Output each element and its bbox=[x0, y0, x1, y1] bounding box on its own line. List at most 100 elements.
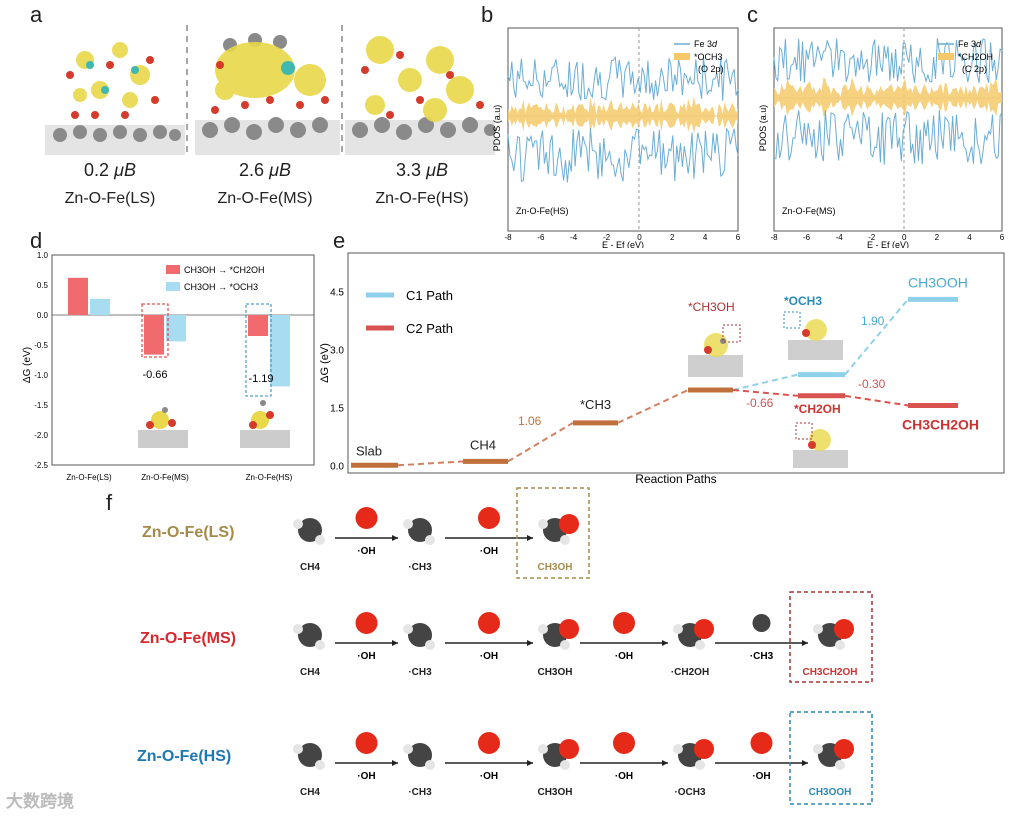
y-tick-label: 0.0 bbox=[330, 461, 344, 472]
y-tick-label: 4.5 bbox=[330, 288, 344, 299]
level-label-ch4: CH4 bbox=[470, 437, 496, 452]
pdos-fill-area-down bbox=[774, 98, 1002, 117]
arrow-head bbox=[527, 760, 533, 766]
reagent-oh bbox=[355, 507, 378, 529]
level-label-ch3: *CH3 bbox=[580, 397, 611, 412]
x-tick-label: 6 bbox=[736, 233, 741, 242]
chart-e-xlabel: Reaction Paths bbox=[635, 472, 716, 486]
pdos-fill-area-down bbox=[508, 116, 738, 134]
chart-e-frame bbox=[347, 252, 1005, 474]
species-label-ls-0: CH4 bbox=[300, 562, 320, 573]
molecule-hs-3: ·OCH3 bbox=[673, 739, 714, 798]
reagent-oh bbox=[750, 732, 773, 754]
panel-label-c: c bbox=[747, 2, 758, 27]
x-tick-label: 4 bbox=[703, 233, 708, 242]
structure-ms bbox=[195, 33, 340, 155]
step-label-c2: -0.30 bbox=[858, 377, 886, 391]
chart-c-xlabel: E - Ef (eV) bbox=[867, 240, 909, 248]
structure-ls bbox=[45, 42, 185, 155]
species-label-hs-4: CH3OOH bbox=[809, 787, 852, 798]
level-label-ch3ch2oh: CH3CH2OH bbox=[902, 416, 979, 432]
bar-ch2oh-2 bbox=[248, 315, 268, 336]
chart-b-o2p-fill bbox=[508, 96, 738, 134]
species-label-hs-1: ·CH3 bbox=[408, 787, 432, 798]
molecule-ls-1: ·CH3 bbox=[403, 518, 435, 573]
chart-e-legend-c2: C2 Path bbox=[406, 321, 453, 336]
molecule-ms-4: CH3CH2OH bbox=[802, 619, 858, 678]
x-tick-label: 0 bbox=[902, 233, 907, 242]
species-label-ms-1: ·CH3 bbox=[408, 667, 432, 678]
x-tick-label: Zn-O-Fe(LS) bbox=[66, 473, 112, 482]
arrow-head bbox=[802, 640, 808, 646]
arrow-label: ·OH bbox=[357, 771, 375, 782]
reagent-oh bbox=[355, 612, 378, 634]
reagent-oh bbox=[355, 732, 378, 754]
chart-c-legend-fe3d: Fe 3d bbox=[958, 39, 982, 49]
chart-d-ylabel: ΔG (eV) bbox=[22, 347, 33, 383]
bar-ch2oh-1 bbox=[144, 315, 164, 355]
chart-c-legend-c2p: (C 2p) bbox=[962, 64, 987, 74]
moment-hs: 3.3 μB bbox=[396, 160, 448, 180]
structure-thumb-ch2oh bbox=[793, 422, 848, 468]
chart-b-ylabel: PDOS (a.u) bbox=[492, 105, 502, 152]
x-tick-label: -8 bbox=[770, 233, 778, 242]
structure-thumb-ms bbox=[138, 407, 188, 448]
level-label-ch2oh: *CH2OH bbox=[794, 402, 841, 416]
path-connector bbox=[507, 421, 574, 463]
chart-d-frame bbox=[51, 254, 315, 466]
y-tick-label: 1.5 bbox=[330, 403, 344, 414]
chart-e-legend-c1: C1 Path bbox=[406, 288, 453, 303]
product-box-ms bbox=[789, 591, 873, 683]
pdos-spin-down-line bbox=[773, 110, 1003, 165]
step-label-ch3: 1.06 bbox=[518, 414, 542, 428]
reagent-ch3 bbox=[752, 614, 771, 632]
pdos-spin-down-line bbox=[507, 127, 739, 183]
x-tick-label: -4 bbox=[570, 233, 578, 242]
structure-thumb-hs bbox=[240, 400, 290, 448]
product-box-hs bbox=[789, 711, 873, 805]
x-tick-label: -2 bbox=[868, 233, 876, 242]
arrow-label: ·OH bbox=[357, 651, 375, 662]
y-tick-label: 3.0 bbox=[330, 345, 344, 356]
arrow-head bbox=[392, 760, 398, 766]
chart-b-legend-och3: *OCH3 bbox=[694, 52, 723, 62]
arrow-head bbox=[392, 535, 398, 541]
panel-label-a: a bbox=[30, 2, 43, 27]
chart-c-ylabel: PDOS (a.u) bbox=[758, 105, 768, 152]
chart-c-c2p-fill bbox=[774, 77, 1002, 117]
structure-label-hs: Zn-O-Fe(HS) bbox=[375, 190, 469, 207]
chart-b-legend-o2p: (O 2p) bbox=[698, 64, 724, 74]
y-tick-label: -2.0 bbox=[34, 431, 48, 440]
panel-label-f: f bbox=[106, 490, 113, 515]
highlight-box-ms bbox=[141, 303, 169, 358]
pdos-spin-up-line bbox=[507, 56, 739, 101]
chart-d-legend-1: CH3OH → *CH2OH bbox=[184, 265, 265, 275]
bar-ch2oh-0 bbox=[68, 277, 88, 315]
structure-thumb-och3 bbox=[783, 311, 843, 360]
arrow-label: ·OH bbox=[752, 771, 770, 782]
chart-d: ΔG (eV) 1.0 0.5 0.0 -0.5 -1.0 -1.5 -2.0 -2.5 CH… bbox=[22, 251, 315, 482]
path-connector bbox=[732, 389, 799, 397]
scheme-title-hs: Zn-O-Fe(HS) bbox=[137, 748, 232, 765]
step-label-ch2oh: -0.66 bbox=[746, 396, 774, 410]
panel-label-d: d bbox=[30, 228, 43, 253]
bar-och3-1 bbox=[166, 315, 186, 342]
species-label-ms-2: CH3OH bbox=[537, 667, 572, 678]
y-tick-label: 0.0 bbox=[37, 311, 49, 320]
reagent-oh bbox=[478, 732, 500, 754]
panel-a-structures bbox=[45, 25, 496, 155]
chart-c-legend-ch2oh: *CH2OH bbox=[958, 52, 993, 62]
x-tick-label: 6 bbox=[1000, 233, 1005, 242]
legend-swatch-och3 bbox=[674, 53, 690, 60]
y-tick-label: 0.5 bbox=[37, 281, 49, 290]
watermark: 大数跨境 bbox=[6, 792, 74, 811]
arrow-head bbox=[527, 640, 533, 646]
arrow-label: ·OH bbox=[480, 771, 498, 782]
product-box-ls bbox=[516, 487, 590, 579]
x-tick-label: -6 bbox=[537, 233, 545, 242]
chart-b: PDOS (a.u) -8 -6 -4 -2 0 2 4 6 Fe 3d *OCH3 (O 2… bbox=[492, 27, 741, 248]
reagent-oh bbox=[613, 612, 635, 634]
level-label-och3: *OCH3 bbox=[784, 294, 822, 308]
y-tick-label: -1.5 bbox=[34, 401, 48, 410]
arrow-label: ·CH3 bbox=[750, 651, 774, 662]
